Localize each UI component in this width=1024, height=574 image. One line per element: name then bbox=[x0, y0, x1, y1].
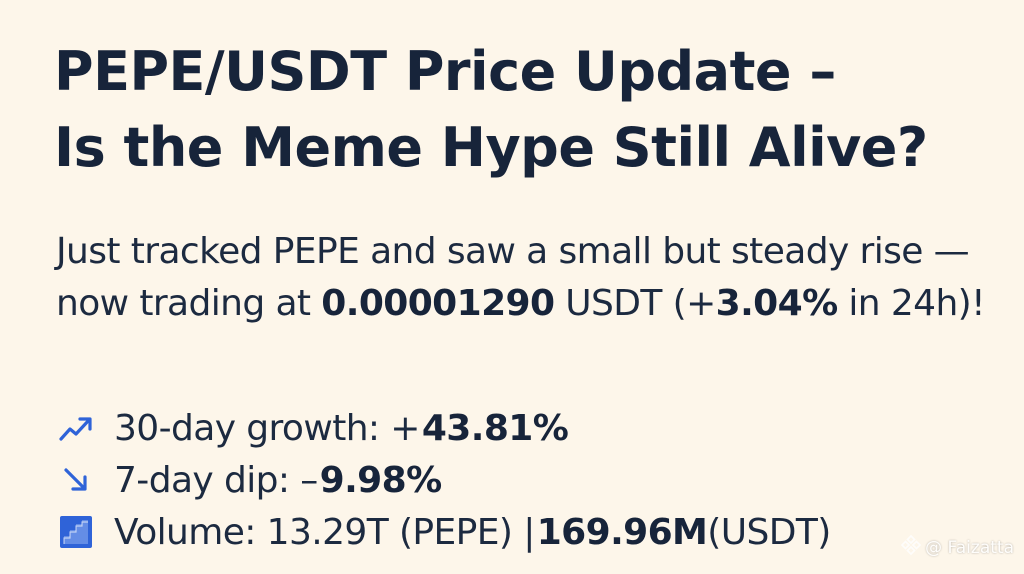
stat-value: 9.98% bbox=[319, 459, 443, 501]
page-title: PEPE/USDT Price Update – Is the Meme Hyp… bbox=[54, 34, 1014, 186]
intro-text-end: in 24h)! bbox=[837, 283, 985, 324]
intro-text-mid: USDT (+ bbox=[554, 283, 716, 324]
trend-up-icon bbox=[56, 408, 96, 448]
stat-value: 169.96M bbox=[536, 511, 708, 553]
binance-logo-icon bbox=[900, 534, 922, 560]
stat-value: 43.81% bbox=[421, 407, 569, 449]
change-24h-value: 3.04% bbox=[715, 283, 839, 324]
watermark-text: @ Faizatta bbox=[925, 537, 1014, 558]
stat-30-day-growth: 30-day growth: +43.81% bbox=[56, 402, 986, 454]
stat-label: 30-day growth: + bbox=[114, 407, 420, 449]
stats-list: 30-day growth: +43.81% 7-day dip: –9.98%… bbox=[56, 402, 986, 558]
title-line-1: PEPE/USDT Price Update – bbox=[54, 40, 836, 103]
stat-label: 7-day dip: – bbox=[114, 459, 318, 501]
watermark: @ Faizatta bbox=[900, 534, 1014, 560]
title-line-2: Is the Meme Hype Still Alive? bbox=[54, 116, 928, 179]
stat-volume: Volume: 13.29T (PEPE) | 169.96M (USDT) bbox=[56, 506, 986, 558]
intro-text: Just tracked PEPE and saw a small but st… bbox=[56, 231, 970, 324]
arrow-down-right-icon bbox=[56, 460, 96, 500]
bar-steps-icon bbox=[56, 512, 96, 552]
intro-paragraph: Just tracked PEPE and saw a small but st… bbox=[56, 226, 996, 330]
stat-7-day-dip: 7-day dip: –9.98% bbox=[56, 454, 986, 506]
stat-label: Volume: 13.29T (PEPE) | bbox=[114, 511, 535, 553]
price-value: 0.00001290 bbox=[321, 283, 555, 324]
stat-suffix: (USDT) bbox=[707, 511, 831, 553]
